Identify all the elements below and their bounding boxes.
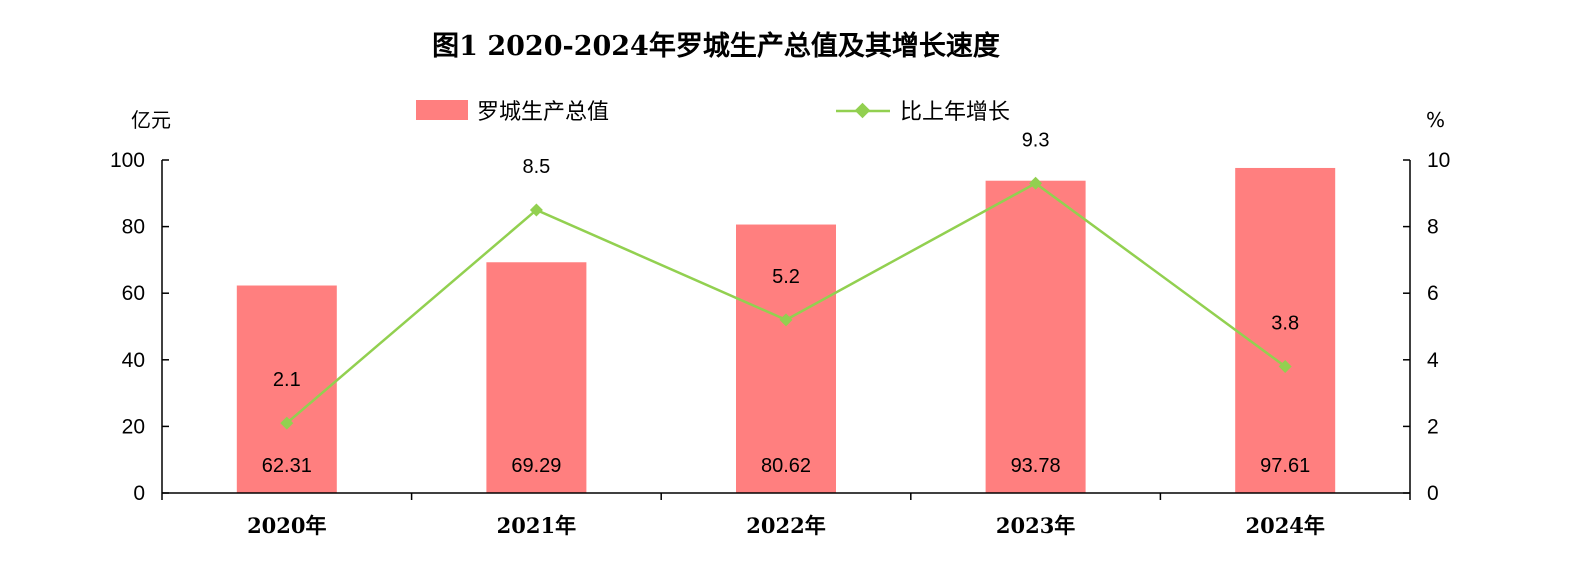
bar-series: 62.31 69.29 80.62 93.78 97.61 [236, 167, 1336, 494]
y-right-tick-label: 8 [1427, 216, 1439, 239]
y-left-tick-label: 40 [122, 349, 145, 372]
bar-value-label: 80.62 [761, 455, 811, 477]
y-axis-right-unit: % [1426, 108, 1445, 132]
y-left-tick-label: 0 [133, 482, 145, 505]
chart-title: 图1 2020-2024年罗城生产总值及其增长速度 [432, 30, 1000, 62]
y-axis-left: 0 20 40 60 80 100 [110, 149, 169, 505]
bar [985, 180, 1086, 494]
bar-value-label: 62.31 [262, 455, 312, 477]
legend-bar-label: 罗城生产总值 [477, 100, 609, 125]
line-series: 2.1 8.5 5.2 9.3 3.8 [273, 129, 1299, 430]
y-right-tick-label: 2 [1427, 415, 1439, 438]
legend-bar-swatch [416, 100, 468, 120]
y-axis-left-unit: 亿元 [131, 108, 171, 132]
line-value-label: 2.1 [273, 369, 301, 391]
y-right-tick-label: 4 [1427, 349, 1439, 372]
y-left-tick-label: 80 [122, 216, 145, 239]
line-value-label: 9.3 [1022, 129, 1050, 151]
bar-value-label: 97.61 [1260, 455, 1310, 477]
y-left-tick-label: 100 [110, 149, 145, 172]
legend-line-label: 比上年增长 [900, 100, 1010, 125]
bar-value-label: 93.78 [1011, 455, 1061, 477]
line-point [1278, 359, 1292, 373]
y-axis-right: 0 2 4 6 8 10 [1403, 149, 1450, 505]
y-right-tick-label: 10 [1427, 149, 1450, 172]
legend: 罗城生产总值 比上年增长 [416, 100, 1010, 125]
bar [486, 262, 587, 493]
line-point [529, 203, 543, 217]
x-category-label: 2022年 [746, 513, 825, 538]
y-right-tick-label: 0 [1427, 482, 1439, 505]
x-category-label: 2023年 [996, 513, 1075, 538]
bar [736, 224, 836, 493]
line-value-label: 8.5 [522, 156, 550, 178]
line-value-label: 3.8 [1271, 312, 1299, 334]
x-category-label: 2021年 [497, 513, 576, 538]
y-right-tick-label: 6 [1427, 282, 1439, 305]
x-category-label: 2020年 [247, 513, 326, 538]
y-left-tick-label: 60 [122, 282, 145, 305]
line-value-label: 5.2 [772, 266, 800, 288]
x-category-label: 2024年 [1245, 513, 1324, 538]
line-point [779, 313, 793, 327]
line-point [1029, 176, 1043, 190]
bar [1235, 167, 1336, 494]
bar-value-label: 69.29 [511, 455, 561, 477]
x-axis: 2020年 2021年 2022年 2023年 2024年 [161, 492, 1411, 538]
legend-line-marker [854, 102, 871, 119]
bar [236, 285, 337, 493]
line-point [280, 416, 294, 430]
y-left-tick-label: 20 [122, 415, 145, 438]
